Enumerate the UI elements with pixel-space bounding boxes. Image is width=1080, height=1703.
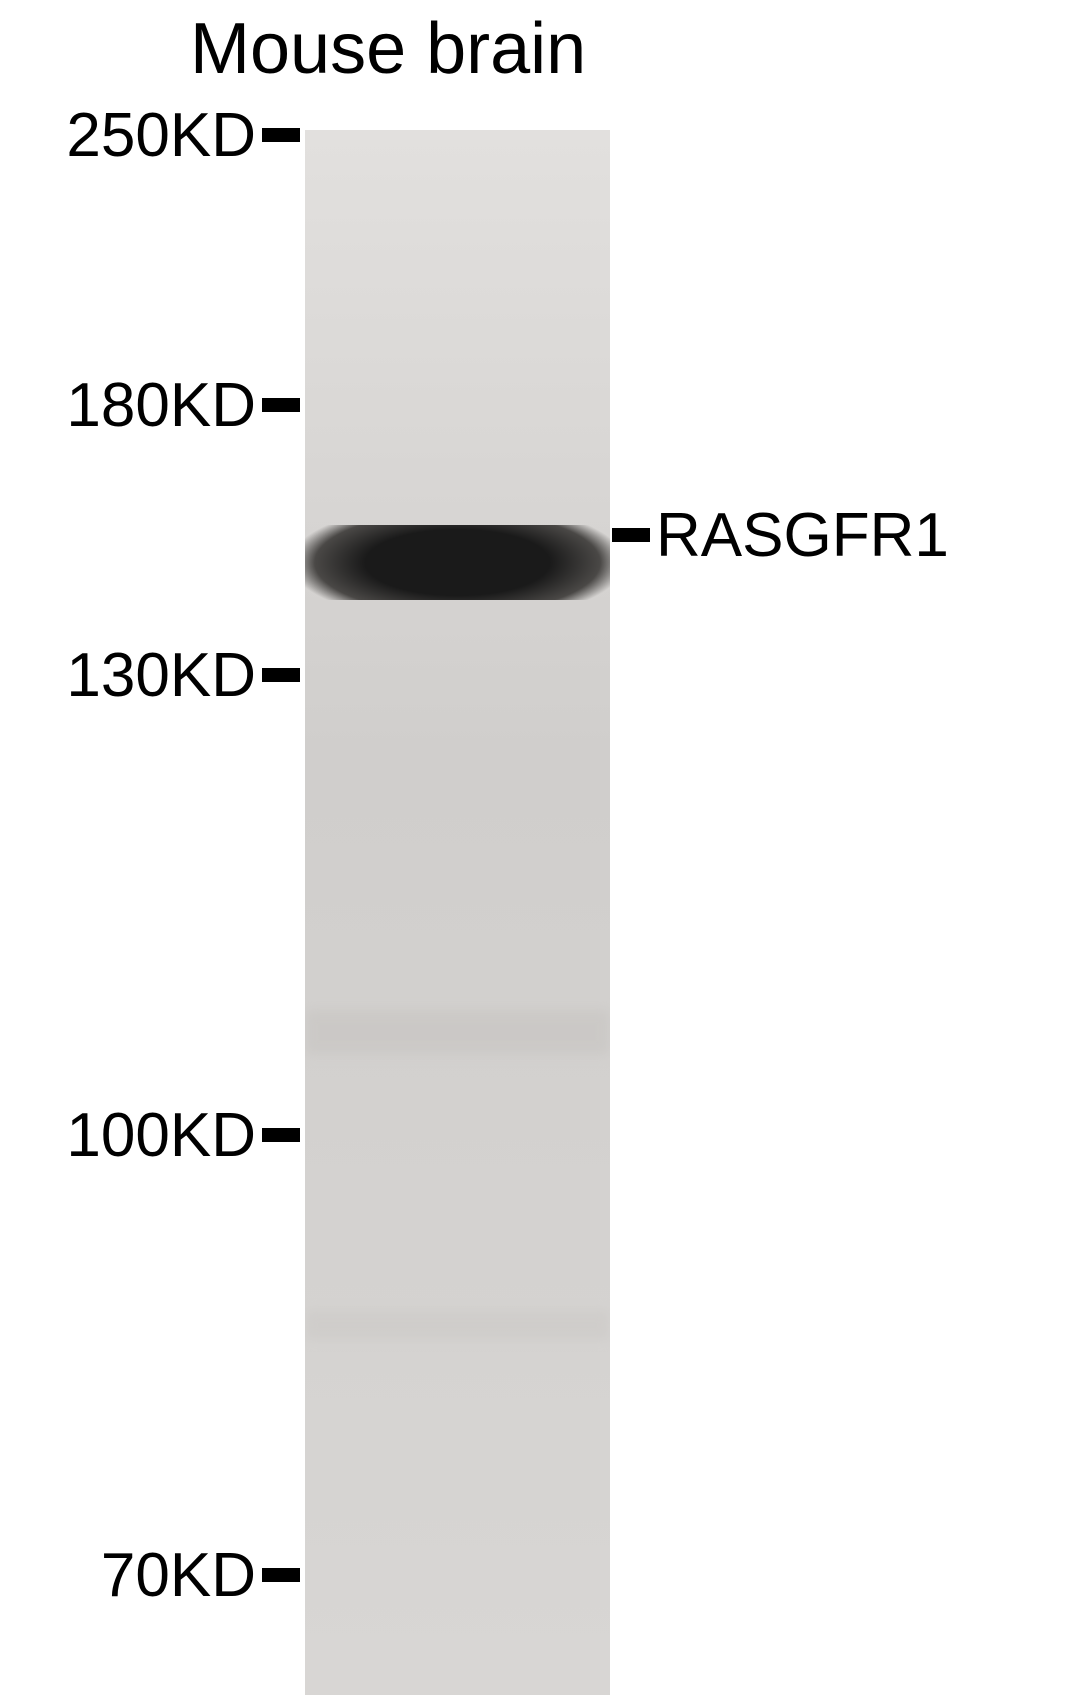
- protein-band-faint: [305, 1310, 610, 1340]
- mw-marker-label: 100KD: [66, 1100, 256, 1171]
- mw-marker-label: 70KD: [101, 1540, 256, 1611]
- mw-marker: 70KD: [101, 1544, 300, 1606]
- band-label-tick: [612, 528, 650, 542]
- mw-marker-tick: [262, 1128, 300, 1142]
- mw-marker-label: 250KD: [66, 100, 256, 171]
- mw-marker: 130KD: [66, 644, 300, 706]
- mw-marker: 100KD: [66, 1104, 300, 1166]
- mw-marker-label: 130KD: [66, 640, 256, 711]
- mw-marker: 250KD: [66, 104, 300, 166]
- blot-lane: [305, 130, 610, 1695]
- band-label-text: RASGFR1: [656, 500, 949, 571]
- mw-marker-label: 180KD: [66, 370, 256, 441]
- mw-marker-tick: [262, 128, 300, 142]
- mw-marker-tick: [262, 668, 300, 682]
- sample-label: Mouse brain: [190, 8, 586, 90]
- mw-marker: 180KD: [66, 374, 300, 436]
- mw-marker-tick: [262, 1568, 300, 1582]
- band-label: RASGFR1: [612, 504, 949, 566]
- protein-band-faint: [305, 1010, 610, 1055]
- protein-band-main: [305, 525, 610, 600]
- mw-marker-tick: [262, 398, 300, 412]
